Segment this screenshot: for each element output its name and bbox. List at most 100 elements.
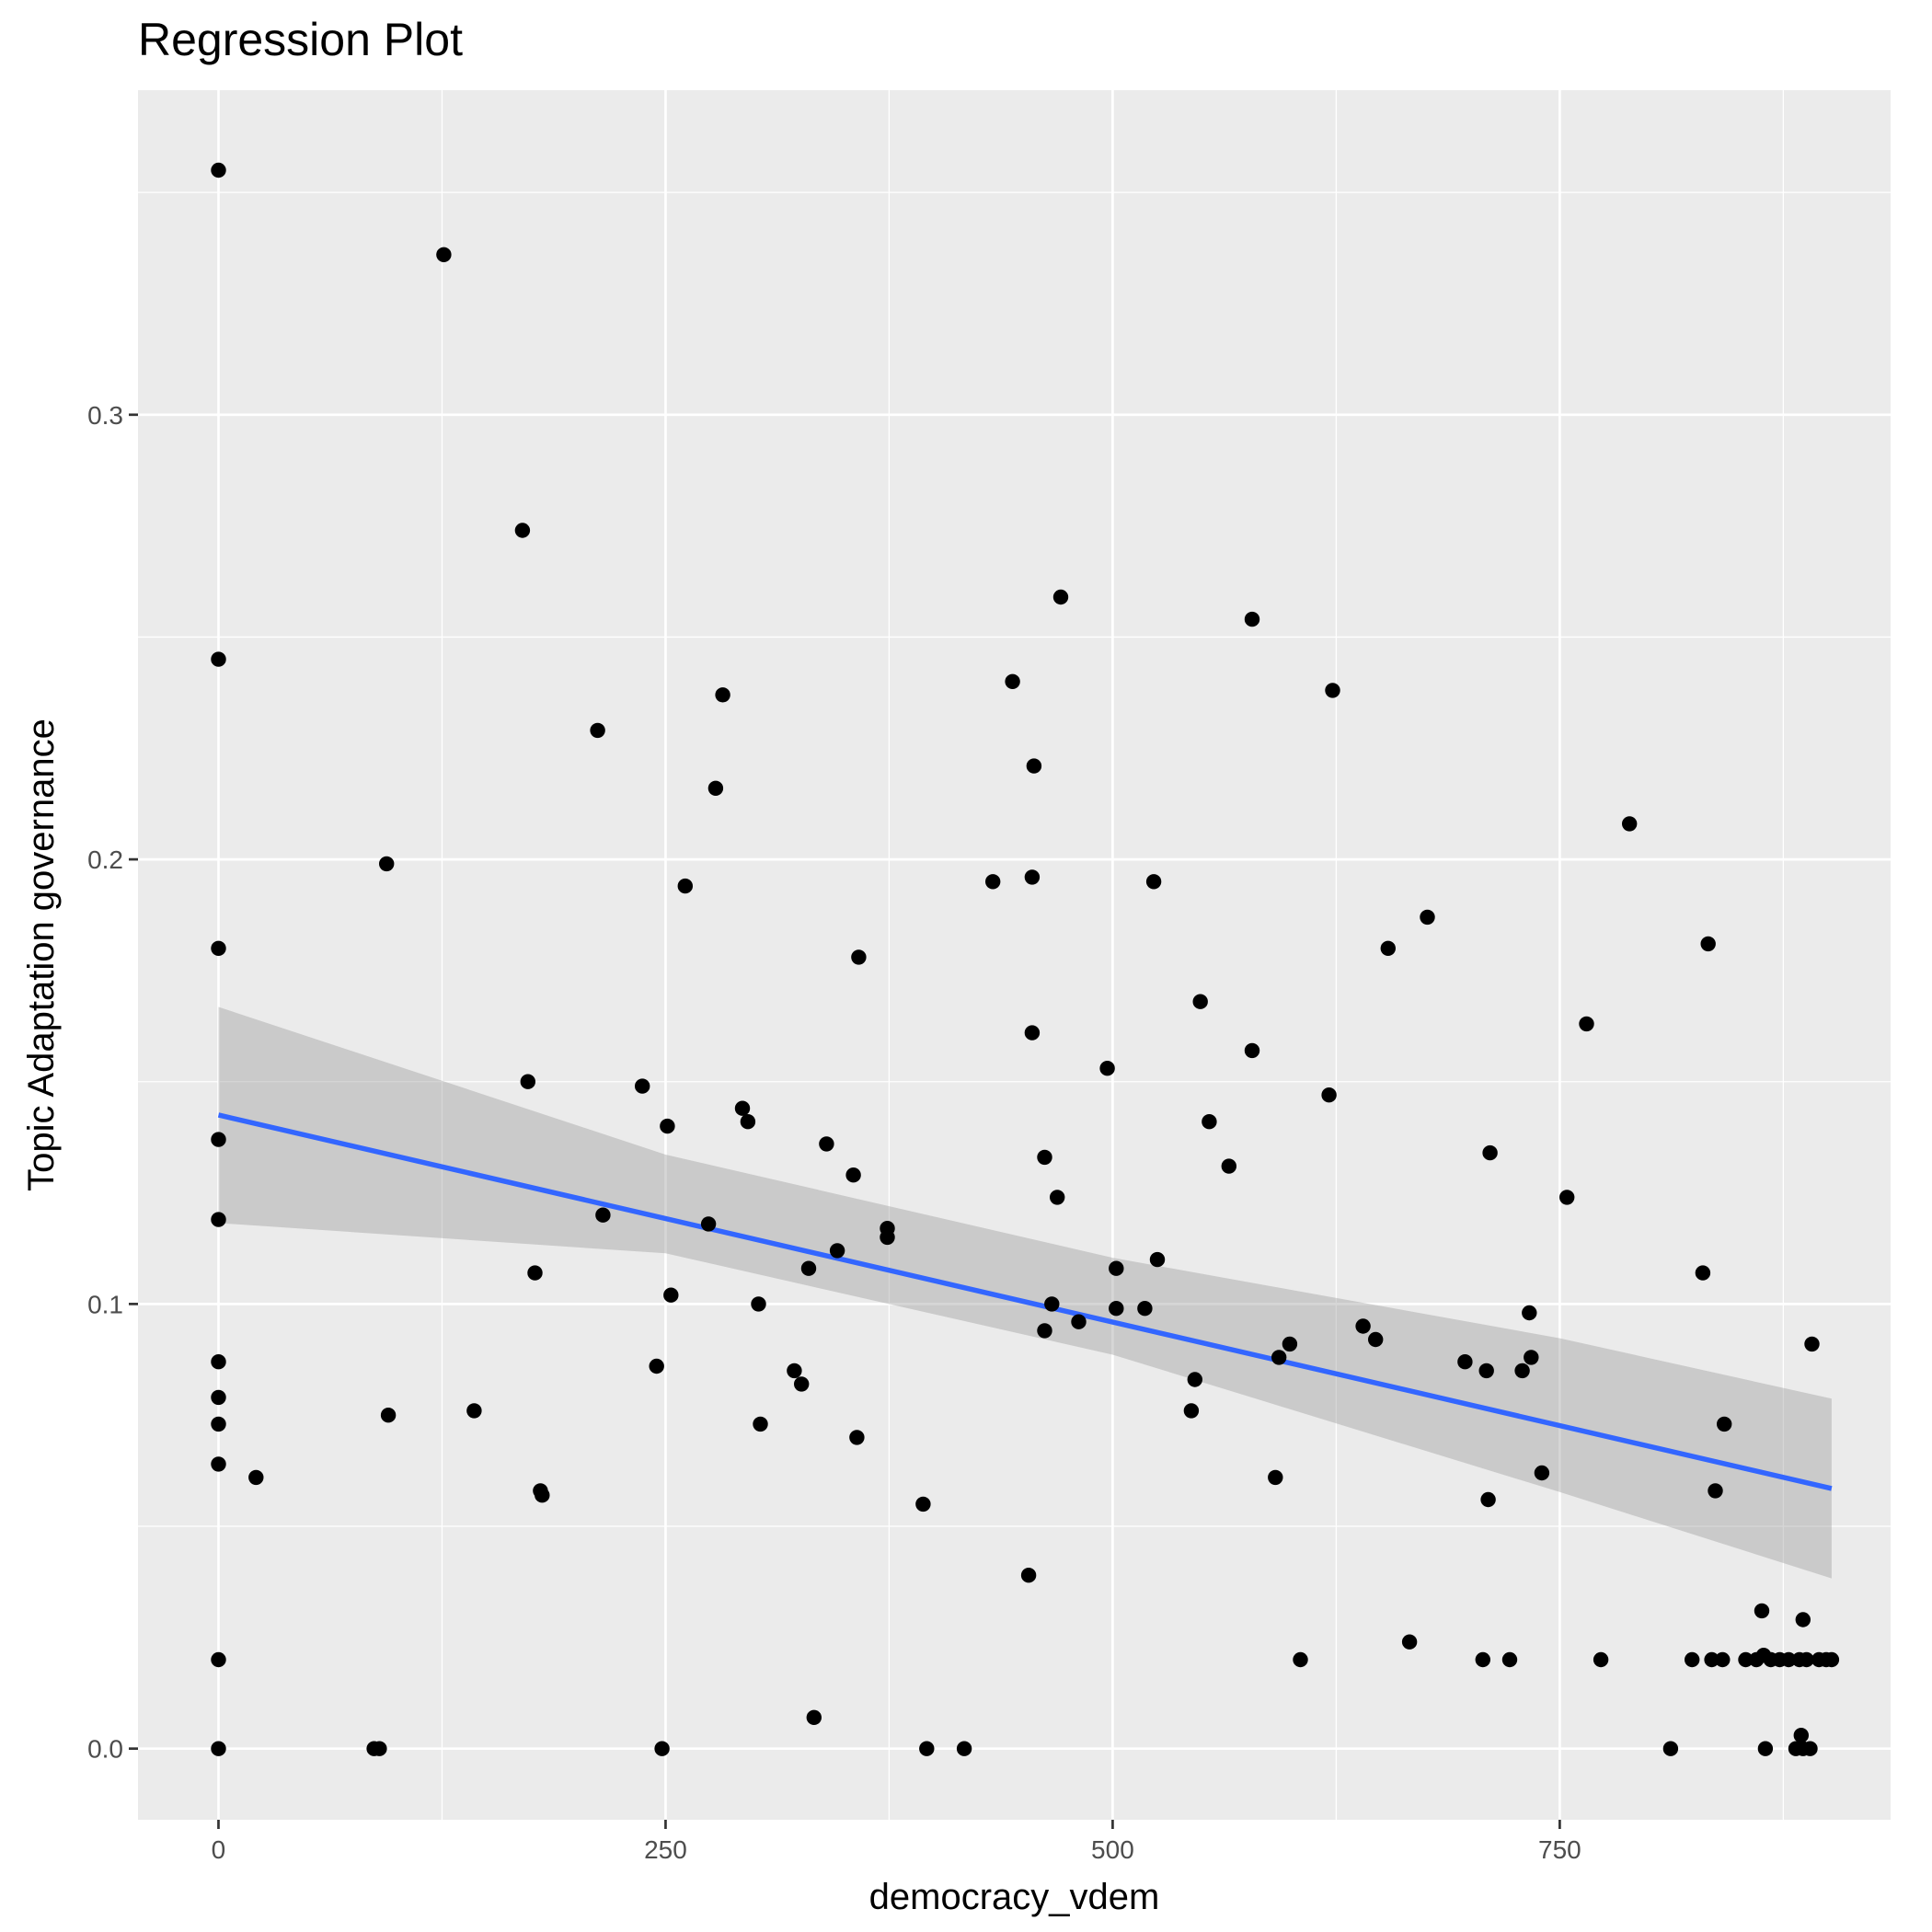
regression-line <box>217 1112 1833 1491</box>
data-point <box>1757 1741 1774 1756</box>
data-point <box>535 1488 550 1503</box>
data-point <box>1534 1465 1550 1481</box>
data-point <box>1738 1651 1754 1668</box>
data-point <box>1804 1336 1820 1352</box>
y-axis-title: Topic Adaptation governance <box>21 719 62 1191</box>
data-point <box>1099 1061 1115 1076</box>
data-point <box>1685 1651 1700 1668</box>
data-point <box>985 874 1001 890</box>
y-tick-label: 0.1 <box>87 1290 123 1318</box>
x-tick-label: 0 <box>212 1835 226 1864</box>
data-point <box>654 1741 670 1756</box>
data-point <box>1355 1318 1371 1334</box>
data-point <box>753 1416 768 1432</box>
y-tick-label: 0.0 <box>87 1735 123 1764</box>
data-point <box>1071 1314 1087 1329</box>
chart-title: Regression Plot <box>138 14 463 65</box>
data-point <box>1662 1741 1679 1756</box>
x-axis: 0 250 500 750 <box>212 1820 1581 1864</box>
x-tick-label: 750 <box>1538 1835 1581 1864</box>
data-point <box>1321 1087 1337 1103</box>
data-point <box>1020 1568 1037 1583</box>
data-point <box>1037 1149 1052 1166</box>
data-point <box>1593 1651 1609 1668</box>
data-point <box>1559 1190 1575 1205</box>
data-point <box>806 1709 822 1726</box>
data-point <box>1579 1016 1594 1032</box>
data-point <box>211 1741 226 1756</box>
data-point <box>1708 1483 1723 1499</box>
data-point <box>635 1078 650 1094</box>
data-point <box>1268 1469 1283 1486</box>
data-point <box>1192 994 1208 1009</box>
data-point <box>1754 1603 1770 1619</box>
data-point <box>1024 1025 1041 1041</box>
y-axis: 0.0 0.1 0.2 0.3 <box>87 401 138 1764</box>
y-tick-label: 0.2 <box>87 845 123 874</box>
data-point <box>1823 1651 1840 1668</box>
data-point <box>211 1456 226 1472</box>
data-point <box>794 1376 810 1392</box>
data-point <box>1282 1336 1298 1352</box>
data-point <box>1244 1042 1260 1059</box>
data-point <box>849 1430 865 1445</box>
data-point <box>211 1354 226 1370</box>
data-point <box>845 1167 861 1183</box>
data-point <box>1183 1403 1200 1419</box>
data-point <box>800 1260 817 1276</box>
x-tick-label: 250 <box>644 1835 687 1864</box>
data-point <box>595 1207 611 1223</box>
data-point <box>1187 1372 1203 1387</box>
data-point <box>514 523 531 538</box>
data-point <box>1704 1651 1719 1668</box>
data-point <box>590 722 605 739</box>
data-point <box>1478 1363 1494 1379</box>
data-point <box>211 1212 226 1227</box>
data-point <box>1137 1301 1153 1317</box>
data-point <box>1368 1331 1384 1348</box>
data-point <box>527 1265 543 1281</box>
data-point <box>829 1243 845 1259</box>
data-point <box>211 1132 226 1147</box>
data-point <box>1457 1354 1473 1370</box>
data-point <box>1475 1651 1491 1668</box>
data-point <box>1480 1491 1496 1508</box>
data-point <box>1700 936 1716 952</box>
data-point <box>751 1296 766 1312</box>
data-point <box>660 1118 675 1134</box>
data-point <box>707 780 724 796</box>
data-point <box>1482 1144 1498 1161</box>
x-axis-title: democracy_vdem <box>869 1877 1160 1917</box>
data-point <box>211 1389 226 1406</box>
data-point <box>211 162 226 178</box>
data-point <box>880 1229 895 1246</box>
data-point <box>1044 1296 1060 1312</box>
data-point <box>466 1403 482 1419</box>
data-point <box>1005 673 1020 689</box>
data-point <box>1717 1416 1732 1432</box>
data-point <box>211 1416 226 1432</box>
data-point <box>1522 1305 1537 1321</box>
data-point <box>1401 1634 1418 1650</box>
plot-panel <box>138 90 1891 1820</box>
data-point <box>700 1216 717 1232</box>
data-point <box>1420 909 1435 926</box>
data-point <box>1514 1363 1530 1379</box>
data-point <box>1524 1350 1539 1365</box>
data-point <box>436 247 452 262</box>
data-point <box>1501 1651 1518 1668</box>
data-point <box>1271 1350 1287 1365</box>
minor-gridlines <box>138 90 1891 1820</box>
data-point <box>1781 1651 1797 1668</box>
data-point <box>1221 1158 1237 1174</box>
data-point <box>677 878 693 894</box>
data-point <box>919 1741 935 1756</box>
data-points <box>211 162 1840 1756</box>
data-point <box>734 1100 751 1116</box>
data-point <box>1715 1651 1731 1668</box>
data-point <box>915 1496 931 1512</box>
data-point <box>1380 940 1397 956</box>
data-point <box>1026 758 1042 774</box>
data-point <box>379 856 395 872</box>
